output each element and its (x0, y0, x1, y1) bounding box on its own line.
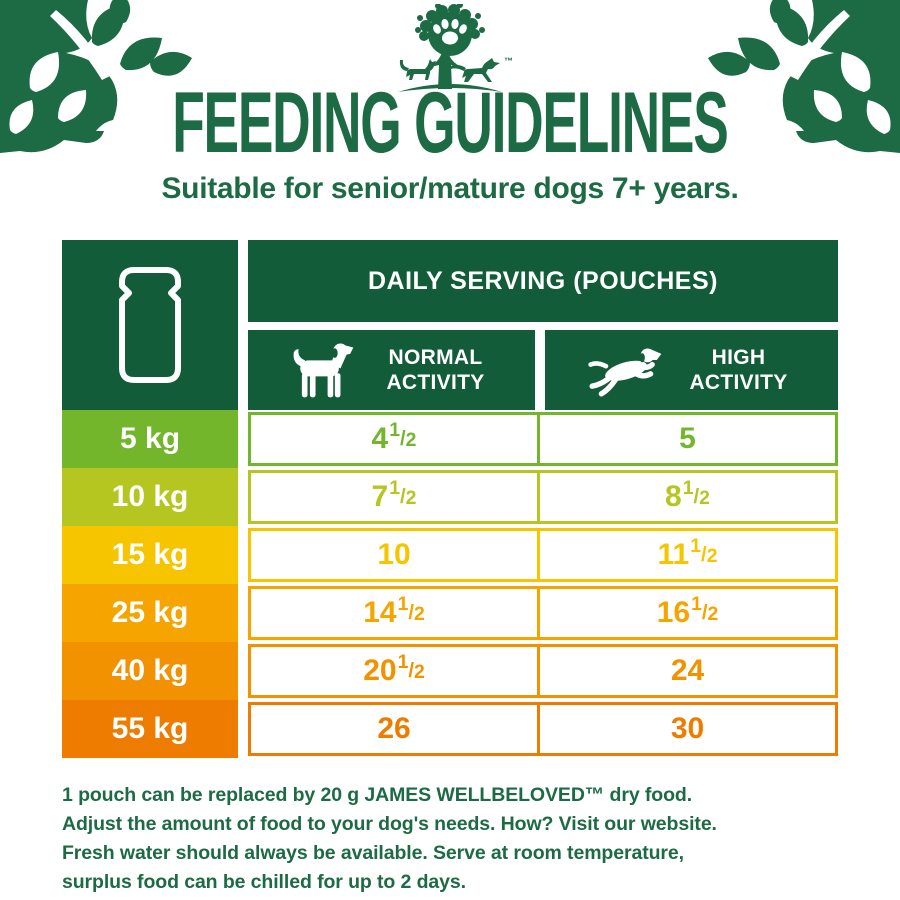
row-gap (238, 700, 248, 758)
row-gap (238, 526, 248, 584)
serving-values-box: 4 1/2 5 (248, 412, 838, 466)
normal-serving-value: 14 1/2 (363, 592, 425, 629)
weight-cell: 55 kg (62, 700, 238, 758)
high-activity-label: HIGH ACTIVITY (689, 345, 788, 394)
high-serving-value: 16 1/2 (656, 592, 719, 629)
activity-header-row: NORMAL ACTIVITY (248, 330, 838, 410)
serving-header-block: DAILY SERVING (POUCHES) (248, 240, 838, 410)
footnote-line: surplus food can be chilled for up to 2 … (62, 871, 466, 893)
table-row: 5 kg 4 1/2 5 (62, 410, 838, 468)
tree-paw-logo: ™ (398, 2, 513, 92)
footnote-line: Adjust the amount of food to your dog's … (62, 813, 717, 835)
high-serving-value: 11 1/2 (657, 534, 718, 571)
header-gap (535, 330, 545, 410)
daily-serving-header: DAILY SERVING (POUCHES) (248, 240, 838, 322)
high-activity-header: HIGH ACTIVITY (545, 330, 838, 410)
serving-values-box: 14 1/2 16 1/2 (248, 586, 838, 640)
weight-cell: 10 kg (62, 468, 238, 526)
table-row: 55 kg 26 30 (62, 700, 838, 758)
weight-cell: 5 kg (62, 410, 238, 468)
high-serving-value: 24 (670, 654, 705, 687)
page-title: FEEDING GUIDELINES (172, 75, 729, 171)
table-row: 10 kg 7 1/2 8 1/2 (62, 468, 838, 526)
row-gap (238, 642, 248, 700)
pouch-header-cell (62, 240, 238, 410)
row-gap (238, 468, 248, 526)
brand-logo: ™ (375, 2, 525, 96)
footnote: 1 pouch can be replaced by 20 g JAMES WE… (62, 781, 862, 897)
table-row: 15 kg 10 11 1/2 (62, 526, 838, 584)
footnote-line: Fresh water should always be available. … (62, 842, 684, 864)
normal-serving-value: 20 1/2 (363, 650, 425, 687)
column-divider (537, 473, 540, 521)
leaf-decoration-left-icon (0, 0, 192, 153)
high-serving-value: 30 (670, 712, 705, 745)
serving-values-box: 20 1/2 24 (248, 644, 838, 698)
row-gap (238, 584, 248, 642)
normal-serving-value: 26 (377, 712, 411, 745)
column-divider (537, 589, 540, 637)
serving-values-box: 7 1/2 8 1/2 (248, 470, 838, 524)
serving-values-box: 10 11 1/2 (248, 528, 838, 582)
column-divider (537, 531, 540, 579)
serving-values-box: 26 30 (248, 702, 838, 756)
weight-cell: 25 kg (62, 584, 238, 642)
trademark-symbol: ™ (504, 56, 513, 66)
high-serving-value: 8 1/2 (665, 476, 710, 513)
high-serving-value: 5 (679, 422, 696, 455)
table-row: 25 kg 14 1/2 16 1/2 (62, 584, 838, 642)
row-gap (238, 410, 248, 468)
normal-serving-value: 10 (377, 538, 411, 571)
table-body: 5 kg 4 1/2 5 10 kg 7 1/2 8 1/2 15 kg 10 11 1/2 25 kg 1… (62, 410, 838, 758)
leaping-dog-icon (587, 348, 661, 397)
column-divider (537, 647, 540, 695)
footnote-line: 1 pouch can be replaced by 20 g JAMES WE… (62, 784, 693, 806)
pouch-icon (119, 267, 181, 383)
normal-activity-header: NORMAL ACTIVITY (248, 330, 535, 410)
weight-cell: 15 kg (62, 526, 238, 584)
normal-serving-value: 7 1/2 (371, 476, 417, 513)
column-divider (537, 705, 540, 753)
table-header: DAILY SERVING (POUCHES) (62, 240, 838, 410)
column-divider (537, 415, 540, 463)
table-row: 40 kg 20 1/2 24 (62, 642, 838, 700)
normal-activity-label: NORMAL ACTIVITY (386, 345, 485, 394)
header-gap (248, 322, 838, 330)
feeding-table: DAILY SERVING (POUCHES) (62, 240, 838, 758)
weight-cell: 40 kg (62, 642, 238, 700)
page-subtitle: Suitable for senior/mature dogs 7+ years… (161, 172, 739, 205)
header-gap (238, 240, 248, 410)
normal-serving-value: 4 1/2 (371, 418, 417, 455)
standing-dog-icon (293, 343, 353, 398)
